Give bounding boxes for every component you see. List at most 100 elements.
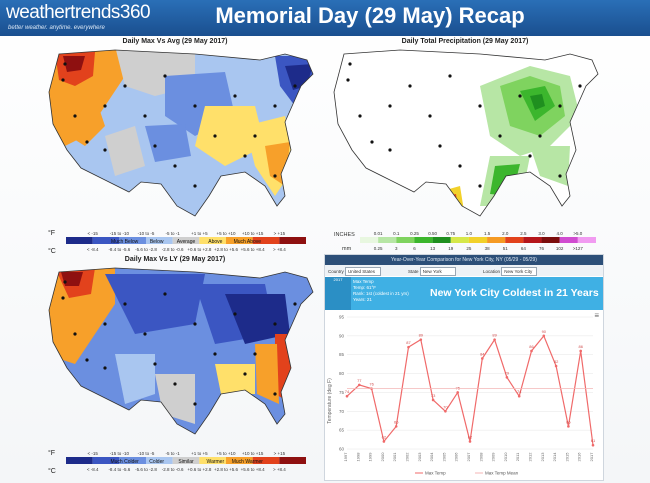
precip-inch-tick: 0.1: [393, 231, 400, 236]
max-temp-data-label: 76: [369, 382, 374, 387]
legend-ly-unit-c: °C: [48, 468, 56, 475]
max-temp-point: [554, 364, 558, 368]
logo-tagline: better weather. anytime. everywhere: [8, 25, 105, 31]
legend_ly-f-tick: < -15: [87, 451, 98, 456]
precip-mm-tick: 38: [485, 246, 491, 251]
banner-line4: Years: 21: [353, 297, 372, 302]
legend_ly-word: Warmer: [207, 459, 225, 465]
precip-mm-tick: >127: [573, 246, 584, 251]
country-label: Country: [328, 269, 344, 274]
state-select[interactable]: New York: [419, 267, 456, 276]
location-label: Location: [483, 269, 501, 274]
chart-xtick: 2010: [503, 452, 508, 462]
chart-top-bar: Year-Over-Year Comparison for New York C…: [325, 255, 603, 265]
chart-xtick: 2007: [466, 452, 471, 462]
precip-inch-tick: 4.0: [557, 231, 564, 236]
chart-ytick: 95: [339, 315, 345, 320]
legend_ly-swatch: [92, 457, 120, 464]
legend_avg-c-tick: < -8.4: [87, 247, 99, 252]
precip-mm-tick: 76: [539, 246, 545, 251]
max-temp-line: [346, 334, 594, 446]
result-banner: 2017 Max Temp Temp: 61°F Rank: 1st (cold…: [325, 277, 603, 310]
precip-mm-tick: 0.25: [374, 246, 383, 251]
precip-mm-tick: 51: [503, 246, 509, 251]
chart-xtick: 2011: [515, 452, 520, 461]
max-temp-data-label: 74: [345, 389, 350, 394]
max-temp-data-label: 89: [492, 333, 497, 338]
max-temp-data-label: 89: [419, 333, 424, 338]
chart-xtick: 2012: [528, 452, 533, 462]
max-temp-point: [481, 357, 484, 360]
logo-text: weathertrends360: [6, 2, 151, 23]
map-total-precip: [333, 49, 599, 217]
max-temp-data-label: 77: [357, 378, 362, 383]
banner-metric: Max Temp: [353, 279, 374, 284]
precip-swatch: [360, 237, 379, 243]
max-temp-data-label: 86: [529, 344, 534, 349]
chart-xtick: 1998: [355, 452, 360, 462]
precip-swatch: [577, 237, 596, 243]
legend_ly-swatch: [199, 457, 226, 464]
precip-mm-tick: 102: [556, 246, 564, 251]
max-temp-point: [517, 394, 521, 398]
weathertrends-logo: weathertrends360 better weather. anytime…: [6, 2, 166, 34]
legend_ly-swatch: [172, 457, 200, 464]
precip-swatch: [432, 237, 451, 243]
max-temp-point: [394, 425, 398, 428]
nyc-chart-panel: Year-Over-Year Comparison for New York C…: [324, 254, 604, 481]
precip-swatch: [396, 237, 415, 243]
legend_avg-f-tick: +5 to +10: [216, 231, 236, 236]
legend_avg-c-tick: -2.8 to -0.6: [162, 247, 184, 252]
precip-inch-tick: 0.50: [428, 231, 437, 236]
legend_ly-c-tick: > +8.4: [273, 467, 286, 472]
max-temp-point: [567, 425, 570, 428]
location-select[interactable]: New York City: [501, 267, 538, 276]
legend_ly-word: Colder: [149, 459, 164, 465]
legend_ly-swatch: [226, 457, 253, 464]
max-temp-point: [444, 409, 447, 413]
chart-ytick: 75: [339, 390, 345, 395]
legend_ly-word: Much Colder: [110, 459, 139, 465]
chart-menu-icon[interactable]: ≡: [594, 311, 599, 320]
map-title-total-precip: Daily Total Precipitation (29 May 2017): [401, 38, 529, 45]
legend_ly-f-tick: +10 to +15: [242, 451, 264, 456]
legend_ly-f-tick: -5 to -1: [166, 451, 181, 456]
max-temp-point: [591, 443, 595, 447]
max-temp-data-label: 79: [505, 370, 510, 375]
legend_ly-swatch: [279, 457, 306, 464]
chart-xtick: 2015: [564, 452, 569, 462]
legend_avg-f-tick: < -15: [87, 231, 98, 236]
precip-mm-tick: 3: [395, 246, 398, 251]
precip-inch-tick: 0.01: [374, 231, 383, 236]
map-max-vs-ly: [48, 267, 314, 435]
banner-line3: Rank: 1st (coldest in 21 yrs): [353, 291, 409, 296]
chart-legend-label: Max Temp Mean: [485, 471, 519, 476]
precip-swatch: [487, 237, 506, 243]
max-temp-point: [431, 398, 435, 402]
legend_avg-f-tick: +10 to +15: [242, 231, 264, 236]
max-temp-data-label: 66: [566, 419, 571, 424]
max-temp-data-label: 62: [468, 434, 473, 439]
legend_ly-f-tick: -15 to -10: [110, 451, 130, 456]
chart-xtick: 2008: [478, 452, 483, 462]
legend_ly-c-tick: -5.6 to -2.8: [135, 467, 157, 472]
precip-mm-tick: 6: [413, 246, 416, 251]
precip-inch-tick: 1.5: [484, 231, 491, 236]
legend-precip-mm-label: mm: [342, 246, 352, 252]
legend_avg-c-tick: -5.6 to -2.8: [135, 247, 157, 252]
legend_avg-c-tick: +5.6 to +8.4: [241, 247, 266, 252]
legend_avg-swatch: [172, 237, 200, 244]
legend_avg-swatch: [199, 237, 226, 244]
legend_avg-swatch: [226, 237, 253, 244]
legend_ly-swatch: [252, 457, 280, 464]
legend_avg-f-tick: -5 to -1: [166, 231, 181, 236]
chart-xtick: 2014: [552, 452, 557, 462]
country-filter: Country United States: [328, 267, 382, 276]
precip-swatch: [450, 237, 469, 243]
map-title-max-vs-avg: Daily Max Vs Avg (29 May 2017): [122, 38, 228, 45]
legend_ly-c-tick: +2.8 to +5.6: [214, 467, 239, 472]
precip-inch-tick: 2.0: [502, 231, 509, 236]
country-select[interactable]: United States: [345, 267, 382, 276]
chart-xtick: 2017: [589, 452, 594, 462]
chart-xtick: 2006: [454, 452, 459, 462]
